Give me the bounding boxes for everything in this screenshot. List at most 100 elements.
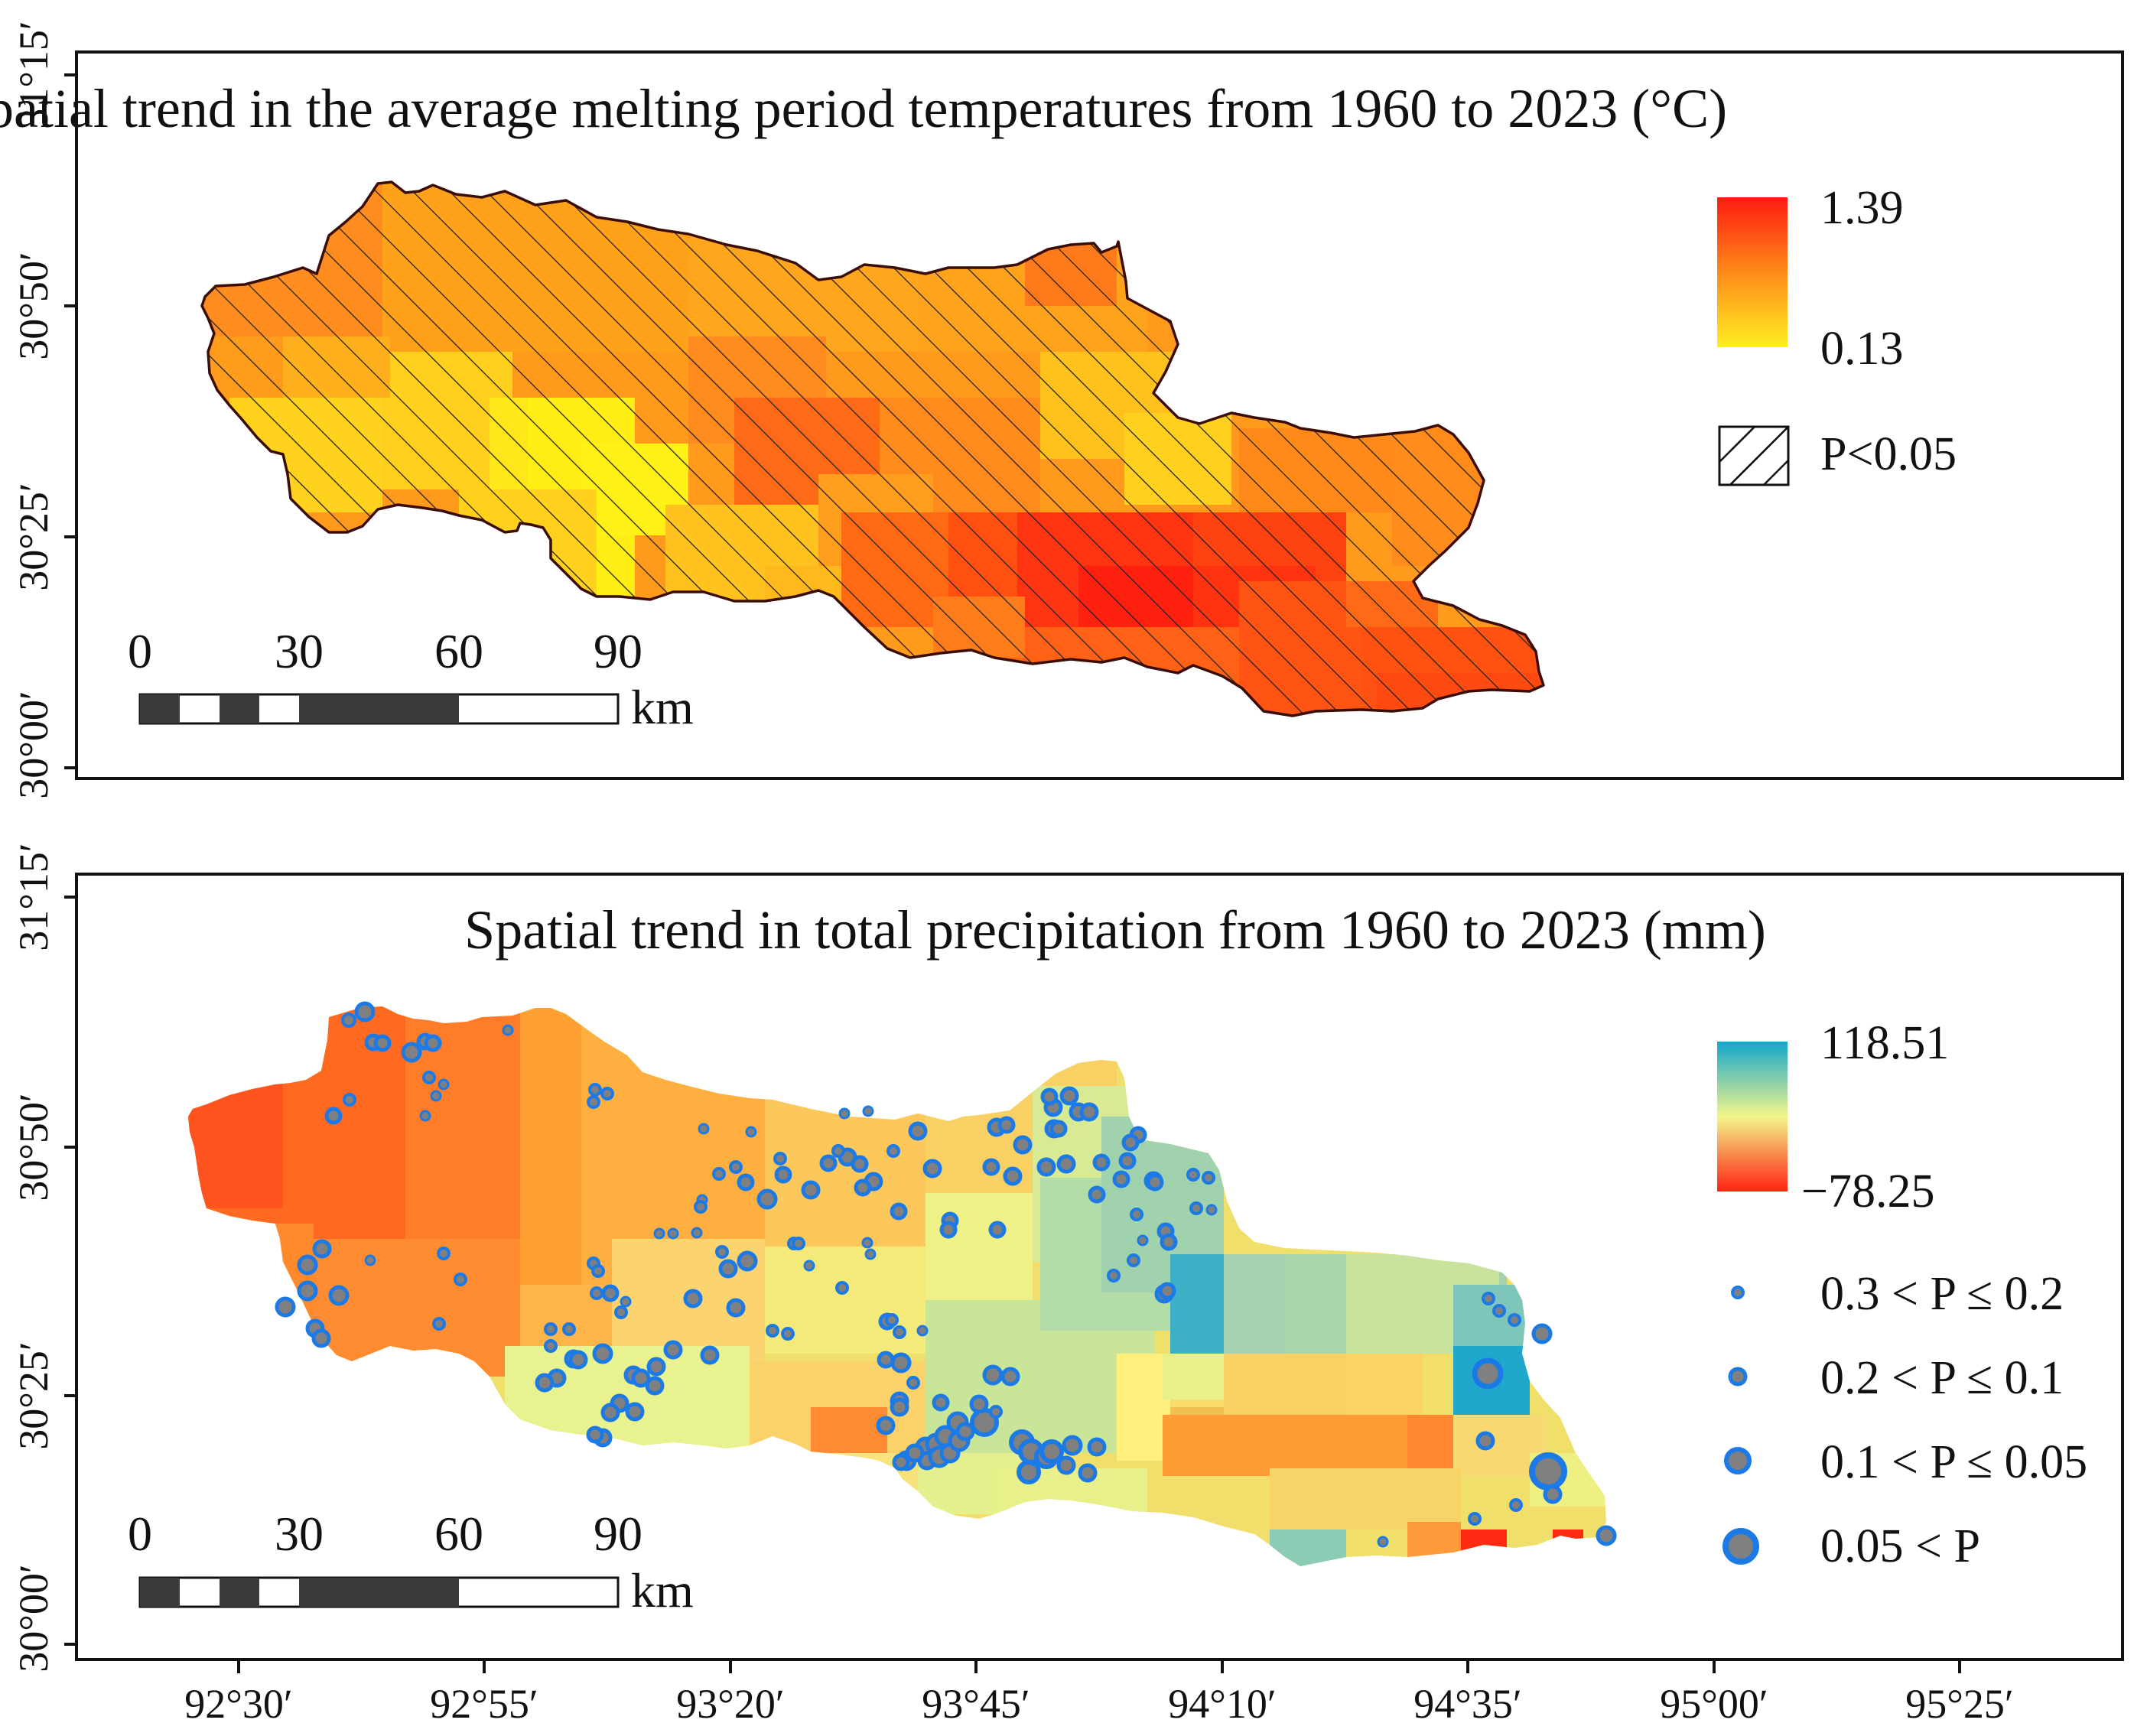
station-point: [1468, 1512, 1482, 1526]
station-point: [908, 1121, 928, 1141]
station-point: [774, 1165, 792, 1184]
station-point: [1062, 1435, 1083, 1456]
station-point: [1118, 1152, 1137, 1170]
station-point: [312, 1239, 332, 1259]
station-point: [773, 1152, 787, 1165]
station-point: [1509, 1498, 1523, 1512]
station-point: [592, 1343, 613, 1364]
station-point: [645, 1376, 665, 1396]
station-point: [1049, 1120, 1068, 1138]
y-axis: 31°15′ 30°50′ 30°25′ 30°00′: [11, 843, 76, 1673]
scale-bar: 0 30 60 90 km: [128, 624, 694, 734]
panel-frame: [75, 50, 2124, 780]
station-point: [890, 1202, 908, 1221]
station-point: [614, 1305, 628, 1319]
station-point: [969, 1394, 989, 1414]
station-point: [1146, 1173, 1164, 1191]
station-point: [1088, 1185, 1106, 1204]
station-point: [862, 1105, 874, 1117]
station-point: [683, 1289, 703, 1309]
station-point: [851, 1155, 869, 1173]
station-point: [586, 1426, 604, 1444]
station-point: [1531, 1323, 1553, 1344]
x-tick-label: 92°55′: [430, 1681, 538, 1727]
scale-unit: km: [631, 680, 694, 734]
x-tick-label: 92°30′: [184, 1681, 292, 1727]
station-point: [1121, 1133, 1140, 1152]
station-point: [988, 1221, 1007, 1239]
station-point: [1092, 1153, 1111, 1172]
station-point: [694, 1200, 708, 1214]
x-tick-label: 94°10′: [1168, 1681, 1276, 1727]
scale-tick-label: 90: [594, 1507, 642, 1561]
station-point: [544, 1339, 558, 1353]
station-point: [729, 1160, 743, 1174]
station-point: [297, 1254, 318, 1276]
basin-outline: [200, 180, 1545, 717]
station-point: [766, 1324, 779, 1338]
station-point: [781, 1327, 795, 1341]
station-point: [1112, 1170, 1130, 1188]
station-point: [454, 1273, 467, 1286]
station-point: [1059, 1086, 1079, 1106]
station-point: [831, 1144, 845, 1158]
station-point: [955, 1422, 975, 1442]
station-point: [886, 1144, 900, 1158]
station-point: [620, 1295, 632, 1308]
scale-tick-label: 0: [128, 1507, 152, 1561]
station-point: [892, 1453, 910, 1471]
station-point: [835, 1281, 849, 1295]
station-point: [1078, 1463, 1098, 1483]
station-point: [1056, 1455, 1076, 1475]
station-point: [1543, 1484, 1563, 1504]
station-point: [1017, 1460, 1041, 1484]
station-point: [712, 1167, 726, 1181]
y-tick-label: 30°25′: [11, 1341, 57, 1449]
station-point: [756, 1188, 778, 1210]
x-tick-label: 95°25′: [1905, 1681, 2013, 1727]
station-point: [297, 1280, 318, 1302]
scale-tick-label: 30: [275, 1507, 324, 1561]
station-point: [982, 1364, 1004, 1386]
station-point: [885, 1313, 899, 1327]
station-point: [1160, 1233, 1178, 1251]
station-point: [591, 1264, 605, 1278]
station-point: [838, 1107, 851, 1120]
station-point: [1472, 1357, 1504, 1390]
station-point: [1492, 1304, 1506, 1318]
station-point: [600, 1403, 620, 1422]
y-tick-label: 30°50′: [11, 1093, 57, 1201]
station-point: [737, 1250, 758, 1272]
station-point: [745, 1126, 757, 1138]
station-point: [1013, 1135, 1033, 1155]
station-point: [726, 1298, 746, 1318]
station-point: [1482, 1292, 1495, 1305]
legend-marker: [1728, 1367, 1748, 1387]
x-axis: 92°30′ 92°55′ 93°20′ 93°45′ 94°10′ 94°35…: [184, 1660, 2014, 1727]
station-point: [1508, 1313, 1521, 1327]
station-point: [437, 1247, 451, 1260]
station-point: [890, 1397, 909, 1417]
panel-frame: [75, 873, 2124, 1661]
station-point: [1056, 1154, 1076, 1174]
station-point: [932, 1393, 950, 1412]
station-point: [311, 1328, 331, 1348]
hatch-swatch: [1718, 425, 1790, 486]
station-point: [653, 1227, 665, 1240]
station-point: [792, 1237, 805, 1250]
station-point: [1130, 1208, 1143, 1221]
station-point: [905, 1443, 925, 1463]
station-point: [715, 1245, 729, 1259]
station-point: [1036, 1157, 1056, 1177]
y-tick-label: 31°15′: [11, 21, 57, 128]
station-point: [1127, 1253, 1140, 1267]
scale-bar: 0 30 60 90 km: [128, 1507, 694, 1617]
station-point: [364, 1254, 376, 1266]
station-point: [587, 1095, 600, 1109]
y-tick-label: 30°50′: [11, 252, 57, 359]
station-point: [275, 1296, 296, 1318]
colorbar-max-label: 1.39: [1820, 182, 1904, 234]
scale-tick-label: 0: [128, 624, 152, 678]
legend-marker: [1731, 1286, 1745, 1299]
